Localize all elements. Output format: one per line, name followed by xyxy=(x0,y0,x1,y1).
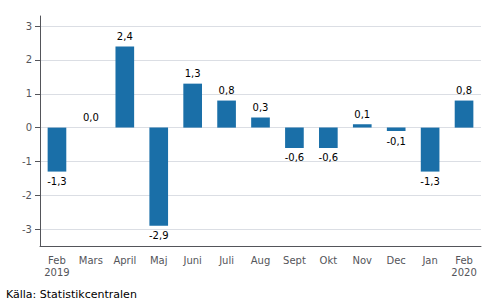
svg-text:2,4: 2,4 xyxy=(117,31,133,42)
svg-text:-1: -1 xyxy=(22,156,32,167)
svg-text:Mars: Mars xyxy=(79,255,103,266)
svg-text:-1,3: -1,3 xyxy=(420,176,440,187)
svg-text:-0,1: -0,1 xyxy=(386,136,406,147)
svg-text:-2,9: -2,9 xyxy=(149,230,169,241)
svg-text:0,8: 0,8 xyxy=(219,85,235,96)
svg-text:Dec: Dec xyxy=(387,255,406,266)
svg-text:Juli: Juli xyxy=(218,255,234,266)
svg-text:2020: 2020 xyxy=(451,267,476,278)
svg-text:3: 3 xyxy=(26,21,32,32)
svg-text:2: 2 xyxy=(26,54,32,65)
svg-text:Feb: Feb xyxy=(48,255,66,266)
svg-text:Sept: Sept xyxy=(283,255,306,266)
svg-text:Källa: Statistikcentralen: Källa: Statistikcentralen xyxy=(6,288,137,301)
svg-text:0: 0 xyxy=(26,122,32,133)
svg-text:0,3: 0,3 xyxy=(253,102,269,113)
svg-text:Juni: Juni xyxy=(182,255,201,266)
svg-text:0,8: 0,8 xyxy=(456,85,472,96)
svg-text:Feb: Feb xyxy=(455,255,473,266)
svg-text:April: April xyxy=(113,255,136,266)
svg-text:Nov: Nov xyxy=(353,255,373,266)
svg-text:1: 1 xyxy=(26,88,32,99)
svg-text:Jan: Jan xyxy=(421,255,437,266)
svg-text:Aug: Aug xyxy=(251,255,271,266)
svg-text:0,1: 0,1 xyxy=(354,109,370,120)
svg-text:-0,6: -0,6 xyxy=(285,152,305,163)
svg-text:-1,3: -1,3 xyxy=(47,176,67,187)
svg-text:Okt: Okt xyxy=(320,255,338,266)
svg-text:Maj: Maj xyxy=(150,255,168,266)
svg-text:0,0: 0,0 xyxy=(83,112,99,123)
svg-text:-3: -3 xyxy=(22,224,32,235)
svg-text:-2: -2 xyxy=(22,190,32,201)
svg-text:1,3: 1,3 xyxy=(185,68,201,79)
svg-text:2019: 2019 xyxy=(44,267,69,278)
svg-text:-0,6: -0,6 xyxy=(319,152,339,163)
